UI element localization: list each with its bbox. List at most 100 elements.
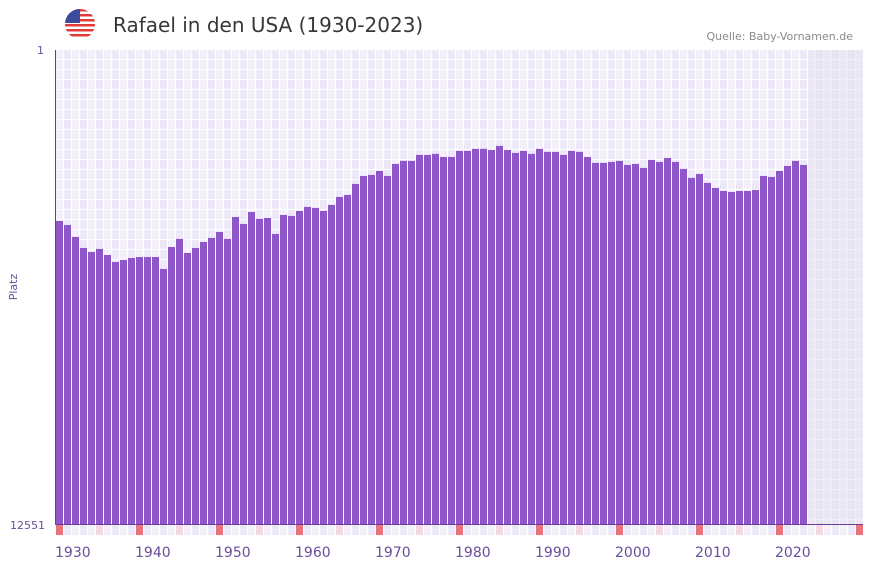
- year-cell-1933: [80, 525, 87, 535]
- bar-1955[interactable]: [256, 218, 263, 524]
- bar-1966[interactable]: [344, 194, 351, 524]
- bar-1960[interactable]: [296, 210, 303, 525]
- bar-2016[interactable]: [744, 190, 751, 524]
- bar-2014[interactable]: [728, 191, 735, 524]
- bar-2017[interactable]: [752, 189, 759, 524]
- bar-2007[interactable]: [672, 161, 679, 525]
- bar-2022[interactable]: [792, 160, 799, 524]
- bar-1963[interactable]: [320, 210, 327, 525]
- bar-1939[interactable]: [128, 257, 135, 524]
- bar-1968[interactable]: [360, 175, 367, 524]
- bar-1959[interactable]: [288, 215, 295, 524]
- bar-1969[interactable]: [368, 174, 375, 525]
- bar-2006[interactable]: [664, 157, 671, 524]
- bar-1952[interactable]: [232, 216, 239, 525]
- bar-1942[interactable]: [152, 256, 159, 524]
- bar-1998[interactable]: [600, 162, 607, 524]
- bar-1978[interactable]: [440, 156, 447, 525]
- bar-1992[interactable]: [552, 151, 559, 525]
- bar-1958[interactable]: [280, 214, 287, 525]
- bar-1935[interactable]: [96, 248, 103, 524]
- bar-1934[interactable]: [88, 251, 95, 524]
- bar-1962[interactable]: [312, 207, 319, 524]
- bar-1994[interactable]: [568, 150, 575, 524]
- y-tick-top: 1: [37, 44, 44, 57]
- bar-2023[interactable]: [800, 164, 807, 525]
- bar-1980[interactable]: [456, 150, 463, 524]
- bar-1988[interactable]: [520, 150, 527, 524]
- bar-1999[interactable]: [608, 161, 615, 525]
- bar-1947[interactable]: [192, 247, 199, 524]
- bar-2019[interactable]: [768, 176, 775, 524]
- bar-1957[interactable]: [272, 233, 279, 524]
- bar-1940[interactable]: [136, 256, 143, 524]
- bar-1973[interactable]: [400, 160, 407, 524]
- bar-2008[interactable]: [680, 168, 687, 525]
- bar-1941[interactable]: [144, 256, 151, 524]
- bar-1975[interactable]: [416, 154, 423, 524]
- bar-1997[interactable]: [592, 162, 599, 524]
- bar-2009[interactable]: [688, 177, 695, 524]
- bar-1953[interactable]: [240, 223, 247, 525]
- bar-2013[interactable]: [720, 190, 727, 524]
- bar-1984[interactable]: [488, 149, 495, 524]
- bar-1933[interactable]: [80, 247, 87, 524]
- bar-2010[interactable]: [696, 173, 703, 524]
- bar-1938[interactable]: [120, 259, 127, 524]
- source-link[interactable]: Quelle: Baby-Vornamen.de: [706, 30, 853, 43]
- bar-2003[interactable]: [640, 167, 647, 524]
- bar-1932[interactable]: [72, 236, 79, 524]
- bar-1954[interactable]: [248, 211, 255, 525]
- bar-1965[interactable]: [336, 196, 343, 524]
- bar-2002[interactable]: [632, 163, 639, 524]
- bar-2005[interactable]: [656, 161, 663, 525]
- bar-1945[interactable]: [176, 238, 183, 525]
- bar-1974[interactable]: [408, 160, 415, 524]
- bar-1983[interactable]: [480, 148, 487, 525]
- bar-1956[interactable]: [264, 217, 271, 524]
- bar-1989[interactable]: [528, 153, 535, 524]
- bar-2021[interactable]: [784, 165, 791, 524]
- bar-1950[interactable]: [216, 231, 223, 524]
- bar-1991[interactable]: [544, 151, 551, 525]
- bar-1949[interactable]: [208, 237, 215, 524]
- bar-1976[interactable]: [424, 154, 431, 524]
- bar-2001[interactable]: [624, 164, 631, 525]
- bar-1993[interactable]: [560, 154, 567, 524]
- bar-2015[interactable]: [736, 190, 743, 524]
- bar-1972[interactable]: [392, 163, 399, 524]
- bar-2000[interactable]: [616, 160, 623, 524]
- bar-2020[interactable]: [776, 170, 783, 524]
- bar-1946[interactable]: [184, 252, 191, 524]
- bar-1990[interactable]: [536, 148, 543, 525]
- bar-1982[interactable]: [472, 148, 479, 525]
- bar-1961[interactable]: [304, 206, 311, 524]
- bar-1931[interactable]: [64, 224, 71, 524]
- year-cell-2004: [648, 525, 655, 535]
- bar-1964[interactable]: [328, 204, 335, 524]
- bar-1977[interactable]: [432, 153, 439, 524]
- bar-1971[interactable]: [384, 175, 391, 524]
- bar-1970[interactable]: [376, 170, 383, 524]
- bar-1943[interactable]: [160, 268, 167, 524]
- bar-1967[interactable]: [352, 183, 359, 525]
- bar-1944[interactable]: [168, 246, 175, 525]
- bar-1951[interactable]: [224, 238, 231, 525]
- bar-2011[interactable]: [704, 182, 711, 525]
- bar-1936[interactable]: [104, 254, 111, 525]
- bar-1987[interactable]: [512, 152, 519, 524]
- bar-1985[interactable]: [496, 145, 503, 524]
- year-cell-2016: [744, 525, 751, 535]
- bar-2004[interactable]: [648, 159, 655, 524]
- bar-1948[interactable]: [200, 241, 207, 524]
- bar-2018[interactable]: [760, 175, 767, 524]
- bar-1995[interactable]: [576, 151, 583, 525]
- bar-1986[interactable]: [504, 149, 511, 524]
- year-cell-1988: [520, 525, 527, 535]
- bar-2012[interactable]: [712, 187, 719, 524]
- bar-1979[interactable]: [448, 156, 455, 525]
- bar-1930[interactable]: [56, 220, 63, 524]
- bar-1937[interactable]: [112, 261, 119, 524]
- bar-1996[interactable]: [584, 156, 591, 525]
- bar-1981[interactable]: [464, 150, 471, 524]
